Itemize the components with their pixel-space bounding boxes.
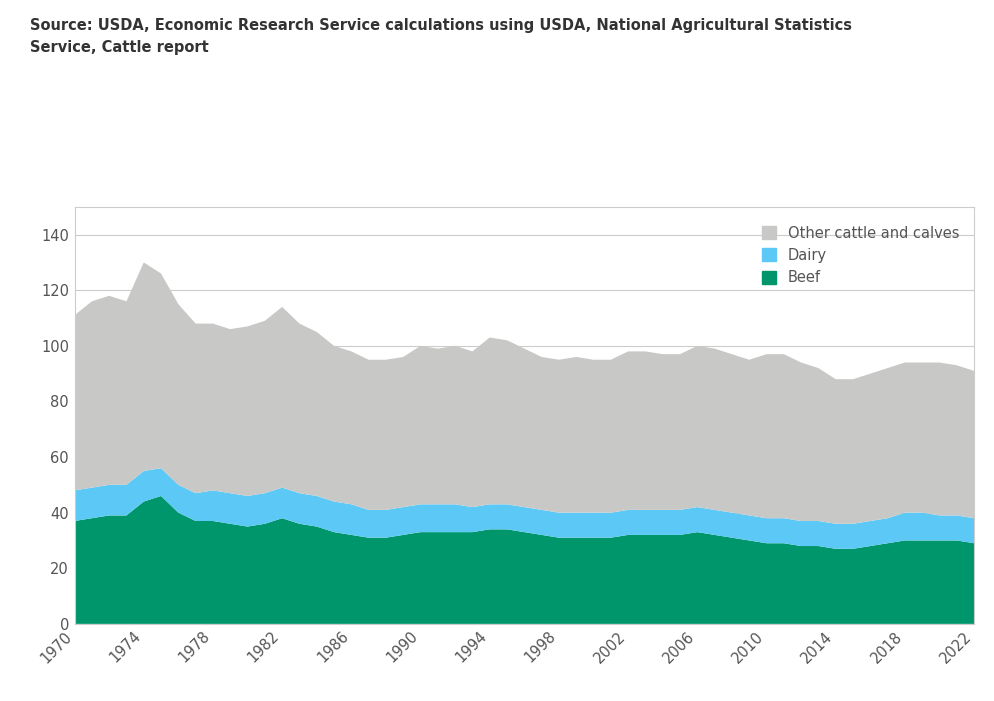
Legend: Other cattle and calves, Dairy, Beef: Other cattle and calves, Dairy, Beef (754, 218, 967, 292)
Text: Source: USDA, Economic Research Service calculations using USDA, National Agricu: Source: USDA, Economic Research Service … (30, 18, 852, 55)
